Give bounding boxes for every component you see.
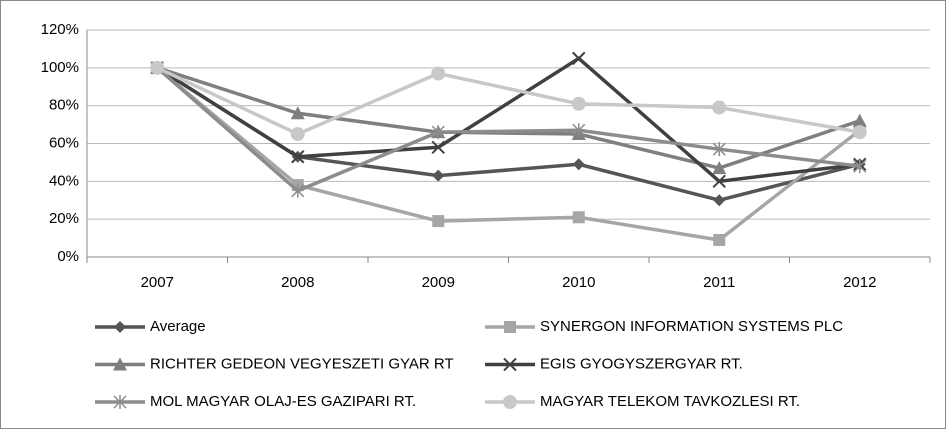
marker bbox=[431, 140, 445, 154]
marker bbox=[291, 150, 305, 164]
marker bbox=[712, 100, 727, 115]
y-tick-label: 20% bbox=[49, 210, 79, 227]
marker bbox=[432, 215, 445, 228]
y-tick-label: 100% bbox=[41, 59, 79, 76]
series-line bbox=[156, 66, 861, 242]
y-tick-label: 80% bbox=[49, 97, 79, 114]
y-tick-label: 40% bbox=[49, 172, 79, 189]
marker bbox=[290, 127, 305, 142]
y-tick-label: 0% bbox=[57, 248, 79, 265]
marker bbox=[504, 321, 516, 333]
marker bbox=[113, 357, 127, 371]
marker bbox=[572, 51, 586, 66]
x-tick-label: 2011 bbox=[703, 274, 735, 291]
x-tick-label: 2010 bbox=[562, 274, 595, 291]
marker bbox=[853, 159, 867, 174]
marker bbox=[712, 174, 726, 189]
marker bbox=[713, 194, 726, 207]
marker bbox=[572, 158, 585, 171]
series-line bbox=[156, 56, 860, 184]
marker bbox=[571, 96, 586, 111]
marker bbox=[431, 125, 445, 140]
y-tick-label: 60% bbox=[49, 134, 79, 151]
x-tick-label: 2008 bbox=[281, 274, 314, 291]
series-line bbox=[156, 66, 861, 136]
marker bbox=[114, 321, 126, 333]
x-tick-label: 2007 bbox=[141, 274, 174, 291]
marker bbox=[712, 161, 727, 175]
legend-label: MOL MAGYAR OLAJ-ES GAZIPARI RT. bbox=[150, 393, 416, 410]
marker bbox=[503, 395, 517, 409]
marker bbox=[572, 123, 586, 138]
marker bbox=[113, 395, 127, 409]
marker bbox=[852, 113, 867, 127]
legend-label: Average bbox=[150, 318, 206, 335]
legend-label: MAGYAR TELEKOM TAVKOZLESI RT. bbox=[540, 393, 800, 410]
marker bbox=[712, 142, 726, 157]
series-line bbox=[156, 66, 860, 193]
legend-label: EGIS GYOGYSZERGYAR RT. bbox=[540, 355, 743, 372]
x-tick-label: 2012 bbox=[843, 274, 876, 291]
y-tick-label: 120% bbox=[41, 21, 79, 38]
marker bbox=[852, 125, 867, 140]
marker bbox=[432, 169, 445, 182]
series-line bbox=[156, 66, 861, 170]
marker bbox=[713, 233, 726, 246]
x-tick-label: 2009 bbox=[422, 274, 455, 291]
marker bbox=[503, 357, 517, 372]
marker bbox=[291, 183, 305, 198]
marker bbox=[150, 60, 165, 75]
marker bbox=[572, 211, 585, 224]
legend-label: SYNERGON INFORMATION SYSTEMS PLC bbox=[540, 318, 843, 335]
legend-label: RICHTER GEDEON VEGYESZETI GYAR RT bbox=[150, 355, 454, 372]
marker bbox=[290, 106, 305, 120]
marker bbox=[431, 66, 446, 81]
